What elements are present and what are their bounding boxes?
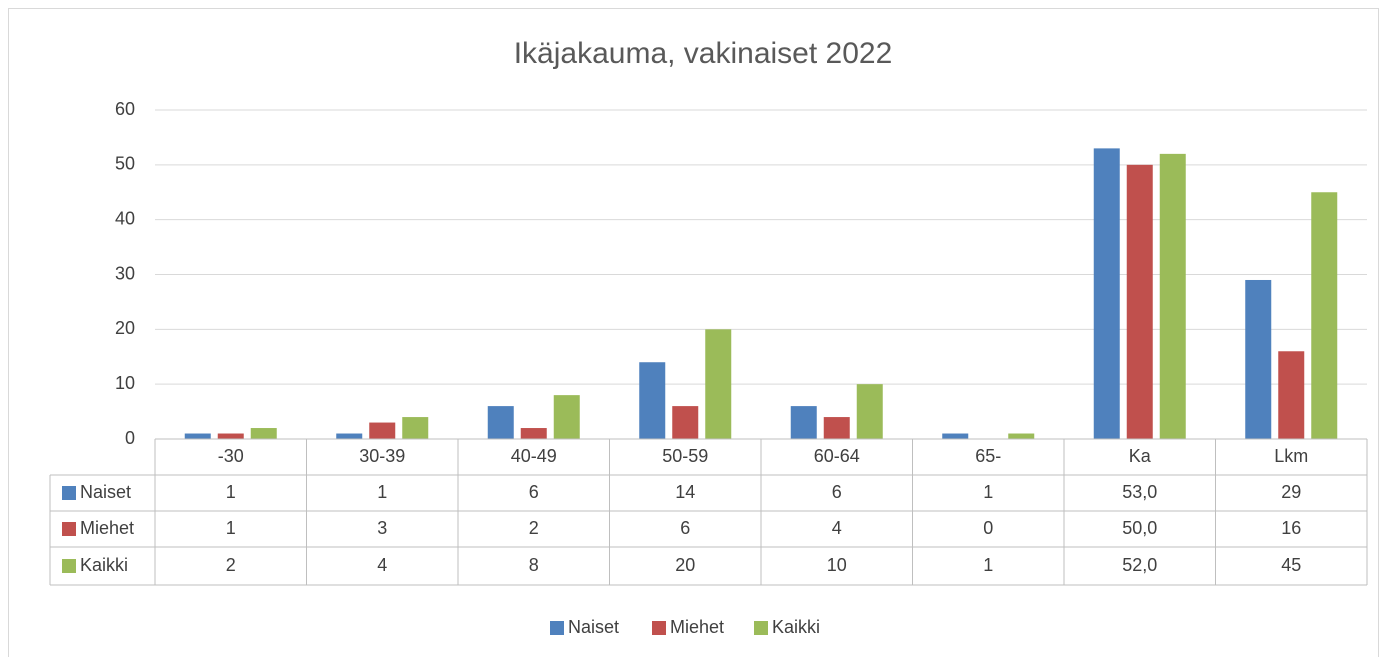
x-tick-label: 50-59: [662, 446, 708, 466]
x-tick-label: 40-49: [511, 446, 557, 466]
table-legend-key: [62, 522, 76, 536]
table-cell: 4: [377, 555, 387, 575]
table-cell: 10: [827, 555, 847, 575]
bar: [790, 406, 817, 439]
legend-label: Kaikki: [772, 617, 820, 637]
x-tick-label: 65-: [975, 446, 1001, 466]
bar: [639, 362, 666, 439]
table-legend-key: [62, 559, 76, 573]
bar: [1159, 153, 1186, 439]
table-cell: 0: [983, 518, 993, 538]
table-cell: 20: [675, 555, 695, 575]
table-cell: 16: [1281, 518, 1301, 538]
y-tick-label: 40: [115, 208, 135, 228]
table-cell: 52,0: [1122, 555, 1157, 575]
table-cell: 1: [983, 555, 993, 575]
table-cell: 3: [377, 518, 387, 538]
bar: [856, 384, 883, 439]
table-cell: 2: [226, 555, 236, 575]
bar: [336, 433, 363, 439]
x-tick-label: Lkm: [1274, 446, 1308, 466]
table-cell: 50,0: [1122, 518, 1157, 538]
x-tick-label: 60-64: [814, 446, 860, 466]
legend-key: [754, 621, 768, 635]
bar: [672, 406, 699, 439]
y-tick-label: 0: [125, 428, 135, 448]
x-tick-label: -30: [218, 446, 244, 466]
table-legend-key: [62, 486, 76, 500]
table-cell: 6: [680, 518, 690, 538]
table-cell: 45: [1281, 555, 1301, 575]
legend-key: [652, 621, 666, 635]
y-tick-label: 60: [115, 99, 135, 119]
table-series-name: Kaikki: [80, 555, 128, 575]
table-cell: 53,0: [1122, 482, 1157, 502]
y-tick-label: 20: [115, 318, 135, 338]
table-cell: 2: [529, 518, 539, 538]
bar: [250, 428, 277, 439]
bar: [1008, 433, 1035, 439]
x-tick-label: Ka: [1129, 446, 1152, 466]
bar: [705, 329, 732, 439]
bar: [184, 433, 211, 439]
table-cell: 14: [675, 482, 695, 502]
table-cell: 6: [832, 482, 842, 502]
bar: [1278, 351, 1305, 439]
table-cell: 1: [226, 518, 236, 538]
bar: [553, 395, 580, 439]
table-cell: 6: [529, 482, 539, 502]
table-cell: 1: [377, 482, 387, 502]
chart-title: Ikäjakauma, vakinaiset 2022: [514, 37, 893, 70]
y-tick-label: 10: [115, 373, 135, 393]
table-series-name: Miehet: [80, 518, 134, 538]
table-cell: 1: [226, 482, 236, 502]
y-tick-label: 30: [115, 263, 135, 283]
table-cell: 4: [832, 518, 842, 538]
legend-key: [550, 621, 564, 635]
bar: [1245, 279, 1272, 439]
bar: [369, 422, 396, 439]
table-series-name: Naiset: [80, 482, 131, 502]
bar: [217, 433, 244, 439]
bar: [823, 417, 850, 439]
legend-label: Miehet: [670, 617, 724, 637]
bar: [942, 433, 969, 439]
bar: [1126, 164, 1153, 440]
bar: [402, 417, 429, 439]
bar: [520, 428, 547, 439]
legend-label: Naiset: [568, 617, 619, 637]
table-cell: 29: [1281, 482, 1301, 502]
bar: [487, 406, 514, 439]
table-cell: 8: [529, 555, 539, 575]
y-tick-label: 50: [115, 154, 135, 174]
bar: [1093, 148, 1120, 439]
bar: [1311, 192, 1338, 439]
table-cell: 1: [983, 482, 993, 502]
x-tick-label: 30-39: [359, 446, 405, 466]
